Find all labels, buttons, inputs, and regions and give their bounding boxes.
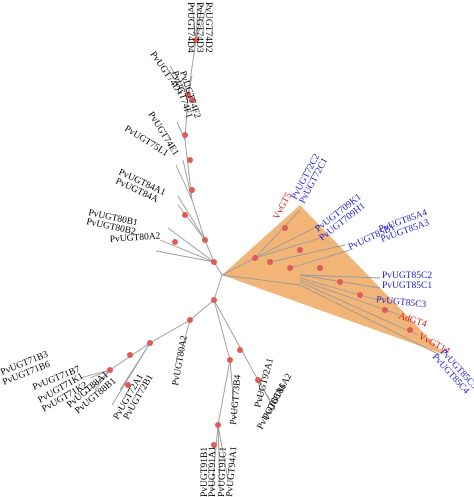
label-pvugt73b4: PvUGT73B4	[229, 374, 243, 425]
label-pvugt85c2: PvUGT85C2	[382, 271, 432, 281]
label-pvugt91a1: PvUGT91A1	[208, 446, 218, 497]
label-pvugt85c1: PvUGT85C1	[382, 281, 432, 291]
label-pvugt74d3: PvUGT74D3	[194, 2, 204, 53]
label-pvugt74d2: PvUGT74D2	[203, 2, 213, 53]
label-pvugt74d4: PvUGT74D4	[185, 2, 195, 53]
label-pvugt80a2: PvUGT80A2	[110, 231, 161, 245]
label-pvugt94a1: PvUGT94A1	[225, 446, 239, 497]
tree-nodes	[107, 37, 413, 448]
tree-branches	[79, 3, 441, 491]
label-pvugt91c1: PvUGT91C1	[217, 446, 229, 497]
label-pvugt80a2-lower: PvUGT80A2	[171, 335, 190, 387]
label-pvugt91b1: PvUGT91B1	[200, 447, 210, 497]
